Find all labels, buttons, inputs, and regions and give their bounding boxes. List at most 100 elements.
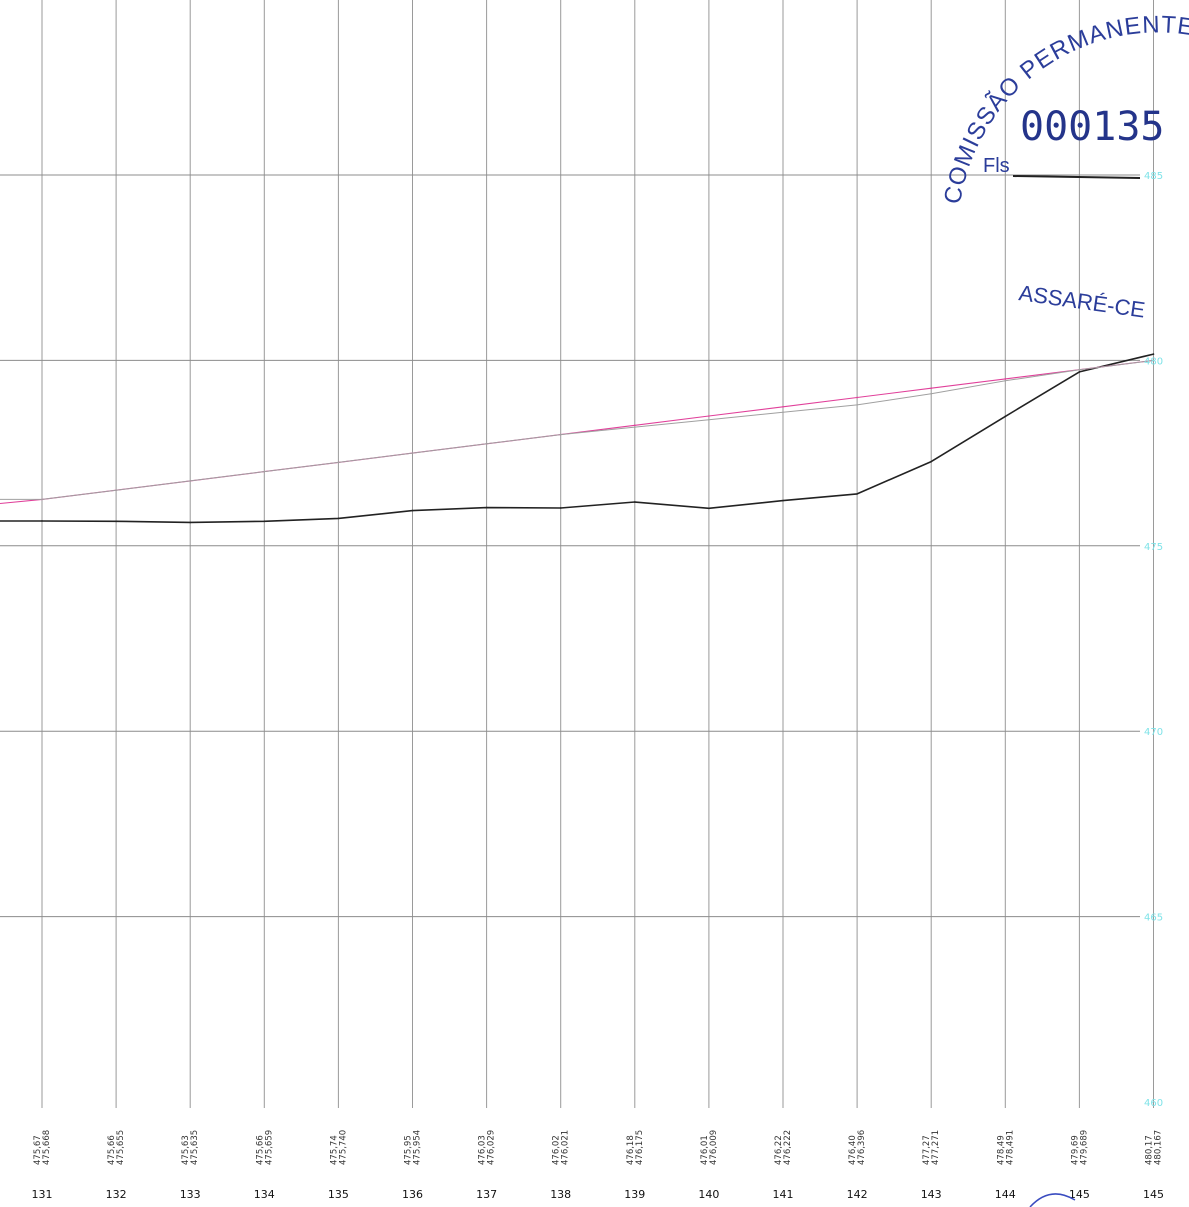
data-point bbox=[263, 520, 266, 523]
elevation-label-group: 475,67 475,668 bbox=[33, 1130, 52, 1165]
elevation-label-group: 476,40 476,396 bbox=[848, 1130, 867, 1165]
elevation-label-exact: 475,954 bbox=[413, 1130, 423, 1165]
data-point bbox=[930, 387, 932, 390]
elevation-label-rounded: 476,03 bbox=[478, 1135, 488, 1165]
elevation-label-group: 475,95 475,954 bbox=[404, 1130, 423, 1165]
elevation-label-rounded: 475,63 bbox=[181, 1135, 191, 1165]
data-point bbox=[634, 424, 636, 427]
data-point bbox=[708, 415, 710, 417]
station-label: 145 bbox=[1143, 1188, 1164, 1201]
data-point bbox=[1004, 415, 1007, 418]
data-point bbox=[411, 452, 414, 454]
stamp-signature-line bbox=[1012, 175, 1141, 179]
data-point bbox=[1152, 353, 1155, 355]
data-point bbox=[559, 507, 562, 509]
data-point bbox=[634, 501, 636, 503]
elevation-label-exact: 475,740 bbox=[338, 1130, 348, 1165]
y-tick-label: 475 bbox=[1144, 542, 1163, 553]
elevation-label-rounded: 475,67 bbox=[33, 1135, 43, 1165]
stamp-fls-label: Fls bbox=[983, 155, 1010, 177]
elevation-label-group: 478,49 478,491 bbox=[996, 1130, 1015, 1165]
station-label: 142 bbox=[847, 1188, 868, 1201]
elevation-label-exact: 477,271 bbox=[931, 1130, 941, 1165]
elevation-label-rounded: 478,49 bbox=[996, 1135, 1006, 1165]
station-labels: 131 132 133 134 135 136 137 138 139 140 141 142 143 1… bbox=[32, 1188, 1165, 1201]
station-label: 132 bbox=[106, 1188, 127, 1201]
station-label: 145 bbox=[1069, 1188, 1090, 1201]
data-point bbox=[115, 489, 117, 491]
data-point bbox=[485, 443, 488, 445]
elevation-label-group: 477,27 477,271 bbox=[922, 1130, 941, 1165]
elevation-label-rounded: 475,66 bbox=[255, 1135, 265, 1165]
elevation-label-rounded: 475,66 bbox=[107, 1135, 117, 1165]
data-point bbox=[337, 461, 340, 464]
station-label: 134 bbox=[254, 1188, 275, 1201]
data-point bbox=[1152, 359, 1155, 362]
elevation-label-exact: 476,021 bbox=[561, 1130, 571, 1165]
elevation-label-rounded: 477,27 bbox=[922, 1135, 932, 1165]
elevation-label-exact: 475,635 bbox=[190, 1130, 200, 1165]
y-axis-ticks: 485 480 475 470 465 460 bbox=[1144, 171, 1163, 1109]
data-point bbox=[189, 521, 191, 524]
elevation-label-group: 475,66 475,659 bbox=[255, 1130, 274, 1165]
data-point bbox=[189, 480, 191, 482]
stamp-city: ASSARÉ-CE bbox=[1017, 280, 1146, 322]
station-label: 141 bbox=[773, 1188, 794, 1201]
station-label: 137 bbox=[476, 1188, 497, 1201]
elevation-label-exact: 476,029 bbox=[487, 1130, 497, 1165]
elevation-label-rounded: 475,74 bbox=[329, 1135, 339, 1165]
elevation-label-rounded: 476,40 bbox=[848, 1135, 858, 1165]
elevation-label-group: 475,66 475,655 bbox=[107, 1130, 126, 1165]
elevation-label-group: 476,03 476,029 bbox=[478, 1130, 497, 1165]
data-point bbox=[930, 460, 932, 463]
y-tick-label: 460 bbox=[1144, 1098, 1163, 1109]
elevation-label-exact: 475,668 bbox=[42, 1130, 52, 1165]
grid bbox=[0, 0, 1154, 1108]
station-label: 140 bbox=[698, 1188, 719, 1201]
data-point bbox=[782, 411, 784, 414]
elevation-label-group: 476,18 476,175 bbox=[626, 1130, 645, 1165]
data-point bbox=[634, 426, 636, 428]
y-tick-label: 465 bbox=[1144, 913, 1163, 924]
station-label: 143 bbox=[921, 1188, 942, 1201]
terrain-profile-line bbox=[0, 353, 1154, 524]
station-label: 139 bbox=[624, 1188, 645, 1201]
station-label: 131 bbox=[32, 1188, 53, 1201]
elevation-label-exact: 479,689 bbox=[1079, 1130, 1089, 1165]
elevation-label-rounded: 479,69 bbox=[1070, 1135, 1080, 1165]
pen-mark bbox=[1029, 1193, 1076, 1207]
elevation-label-rounded: 476,02 bbox=[552, 1135, 562, 1165]
elevation-label-rounded: 476,22 bbox=[774, 1135, 784, 1165]
elevation-label-group: 479,69 479,689 bbox=[1070, 1130, 1089, 1165]
station-label: 136 bbox=[402, 1188, 423, 1201]
data-point bbox=[782, 405, 784, 408]
data-point bbox=[1078, 368, 1081, 371]
grade-line-gray bbox=[0, 359, 1154, 500]
elevation-label-exact: 480,167 bbox=[1154, 1130, 1164, 1165]
data-point bbox=[708, 418, 710, 421]
elevation-label-group: 476,22 476,222 bbox=[774, 1130, 793, 1165]
station-label: 135 bbox=[328, 1188, 349, 1201]
elevation-label-group: 476,02 476,021 bbox=[552, 1130, 571, 1165]
elevation-label-group: 475,63 475,635 bbox=[181, 1130, 200, 1165]
data-point bbox=[41, 520, 43, 522]
data-point bbox=[1004, 378, 1007, 380]
data-point bbox=[263, 470, 266, 473]
elevation-label-exact: 475,655 bbox=[116, 1130, 126, 1165]
elevation-label-exact: 478,491 bbox=[1005, 1130, 1015, 1165]
station-label: 133 bbox=[180, 1188, 201, 1201]
data-point bbox=[1078, 371, 1081, 373]
elevation-label-rounded: 476,18 bbox=[626, 1135, 636, 1165]
data-point bbox=[708, 507, 710, 510]
elevation-label-exact: 476,175 bbox=[635, 1130, 645, 1165]
data-point bbox=[782, 499, 784, 502]
data-point bbox=[1004, 379, 1007, 382]
data-point bbox=[856, 493, 858, 495]
y-tick-label: 470 bbox=[1144, 727, 1163, 738]
data-point bbox=[41, 498, 43, 501]
data-point bbox=[856, 396, 858, 399]
station-label: 138 bbox=[550, 1188, 571, 1201]
data-point bbox=[411, 509, 414, 512]
stamp-number: 000135 bbox=[1020, 104, 1165, 150]
